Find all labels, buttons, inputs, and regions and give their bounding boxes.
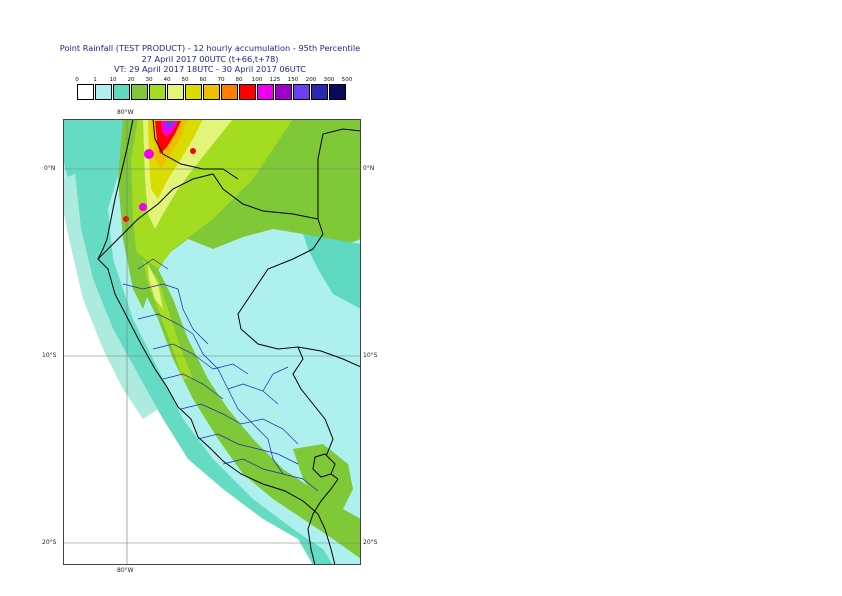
border-brazil-bolivia xyxy=(297,346,361,368)
legend-threshold-label: 300 xyxy=(323,77,335,83)
legend-threshold-label: 50 xyxy=(181,77,189,83)
title-line-2: 27 April 2017 00UTC (t+66,t+78) xyxy=(141,54,279,64)
offshore-green xyxy=(63,174,158,419)
legend-threshold-label: 10 xyxy=(109,77,117,83)
coastline xyxy=(97,119,336,565)
andes-yellow xyxy=(148,264,163,309)
rainfall-map xyxy=(63,119,361,565)
lat-label-right-20: 20°S xyxy=(363,539,378,546)
lon-label-bottom: 80°W xyxy=(117,567,134,574)
hotspot-mid xyxy=(144,149,154,159)
inland-teal-east xyxy=(303,234,361,309)
legend-color-box xyxy=(311,84,328,100)
legend-threshold-label: 200 xyxy=(305,77,317,83)
legend-color-box xyxy=(95,84,112,100)
legend-color-box xyxy=(203,84,220,100)
legend-threshold-label: 125 xyxy=(269,77,281,83)
legend-threshold-label: 60 xyxy=(199,77,207,83)
legend-threshold-label: 0 xyxy=(75,77,79,83)
legend-threshold-label: 1 xyxy=(93,77,97,83)
lat-label-left-10: 10°S xyxy=(42,352,57,359)
lat-label-right-10: 10°S xyxy=(363,352,378,359)
legend-color-box xyxy=(185,84,202,100)
legend-color-box xyxy=(275,84,292,100)
legend-threshold-label: 30 xyxy=(145,77,153,83)
legend-threshold-label: 100 xyxy=(251,77,263,83)
regional-borders xyxy=(122,258,319,492)
hotspot-coast xyxy=(123,216,129,222)
legend-threshold-label: 80 xyxy=(235,77,243,83)
map-border xyxy=(63,119,361,565)
lat-label-right-0: 0°N xyxy=(363,165,375,172)
lat-label-left-20: 20°S xyxy=(42,539,57,546)
lon-label-top: 80°W xyxy=(117,109,134,116)
legend-color-box xyxy=(131,84,148,100)
legend-threshold-label: 40 xyxy=(163,77,171,83)
legend-threshold-label: 500 xyxy=(341,77,353,83)
border-peru-bolivia xyxy=(307,478,339,565)
title-line-3: VT: 29 April 2017 18UTC - 30 April 2017 … xyxy=(113,64,307,74)
legend-threshold-label: 70 xyxy=(217,77,225,83)
border-ecuador-peru xyxy=(97,173,324,260)
border-colombia xyxy=(152,119,239,180)
legend-color-box xyxy=(221,84,238,100)
border-colombia-brazil xyxy=(317,128,361,219)
dry-zone xyxy=(63,174,313,565)
north-red xyxy=(155,121,181,154)
north-magenta xyxy=(161,121,178,137)
legend-color-box xyxy=(113,84,130,100)
legend-color-box xyxy=(293,84,310,100)
title-line-1: Point Rainfall (TEST PRODUCT) - 12 hourl… xyxy=(59,43,361,53)
legend-color-box xyxy=(167,84,184,100)
hotspot-east xyxy=(190,148,196,154)
lake-titicaca xyxy=(312,453,336,478)
legend-threshold-label: 150 xyxy=(287,77,299,83)
hotspot-mid-2 xyxy=(139,203,147,211)
legend-color-box xyxy=(239,84,256,100)
legend-color-box xyxy=(329,84,346,100)
lat-label-left-0: 0°N xyxy=(44,165,56,172)
legend-threshold-label: 20 xyxy=(127,77,135,83)
legend-color-box xyxy=(149,84,166,100)
legend-color-box xyxy=(77,84,94,100)
north-purple xyxy=(165,121,175,129)
legend-color-box xyxy=(257,84,274,100)
